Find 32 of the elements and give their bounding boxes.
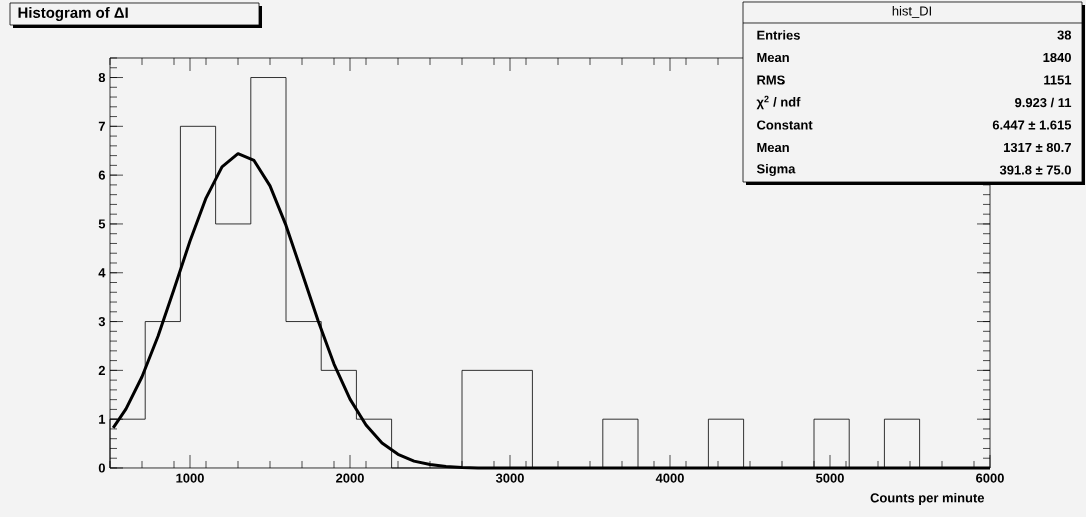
x-axis-title: Counts per minute [870,492,985,506]
annotation: χ$^{2}$ / ndf [756,95,801,110]
text: 6.447 ± 1.615 [992,120,1072,130]
annotation: Constant [757,120,813,130]
annotation: Mean [757,52,789,63]
y-tick-label: 1 [99,414,106,424]
x-tick-label: 3000 [495,473,524,483]
x-tick-label: 2000 [336,473,364,483]
text: 1151 [1044,75,1072,85]
x-tick-label: 1000 [176,473,204,483]
y-tick-label: 3 [98,316,106,327]
text: 1317 ± 80.7 [1003,142,1071,153]
x-tick-label: 6000 [976,473,1004,483]
y-tick-label: 8 [98,72,106,83]
annotation: Mean [757,142,789,153]
text: Entries [757,30,800,40]
y-tick-label: 2 [98,365,105,375]
annotation: Sigma [756,163,796,177]
text: 1840 [1043,52,1071,63]
chart-title: Histogram of ΔI [18,6,128,21]
text: hist_DI [892,6,931,18]
text: 391.8 ± 75.0 [999,165,1071,175]
x-tick-label: 4000 [655,473,684,483]
y-tick-label: 6 [98,170,106,180]
y-tick-label: 4 [98,268,106,278]
y-tick-label: 7 [98,121,105,131]
y-tick-label: 5 [98,219,106,229]
annotation: RMS [757,75,785,85]
text: 9.923 / 11 [1015,97,1072,108]
x-tick-label: 5000 [816,473,844,483]
y-tick-label: 0 [98,463,105,473]
text: 38 [1057,30,1072,40]
